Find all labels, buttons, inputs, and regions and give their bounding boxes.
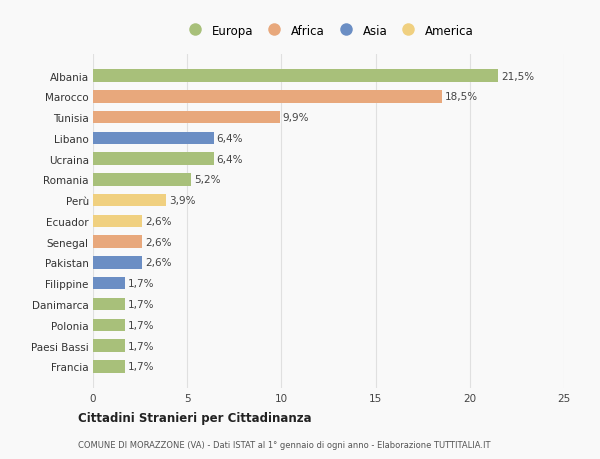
Bar	[93, 174, 191, 186]
Bar	[93, 298, 125, 311]
Text: 6,4%: 6,4%	[217, 134, 243, 144]
Bar	[93, 319, 125, 331]
Bar	[93, 257, 142, 269]
Bar	[93, 236, 142, 248]
Bar	[93, 277, 125, 290]
Text: 2,6%: 2,6%	[145, 258, 172, 268]
Text: 1,7%: 1,7%	[128, 299, 154, 309]
Bar	[93, 153, 214, 166]
Text: 21,5%: 21,5%	[501, 72, 534, 81]
Bar	[93, 70, 498, 83]
Text: Cittadini Stranieri per Cittadinanza: Cittadini Stranieri per Cittadinanza	[78, 412, 311, 425]
Bar	[93, 91, 442, 103]
Text: 1,7%: 1,7%	[128, 341, 154, 351]
Legend: Europa, Africa, Asia, America: Europa, Africa, Asia, America	[180, 21, 477, 41]
Bar	[93, 195, 166, 207]
Text: 1,7%: 1,7%	[128, 279, 154, 289]
Text: 5,2%: 5,2%	[194, 175, 220, 185]
Bar	[93, 132, 214, 145]
Text: 1,7%: 1,7%	[128, 362, 154, 371]
Bar	[93, 360, 125, 373]
Text: 1,7%: 1,7%	[128, 320, 154, 330]
Text: 9,9%: 9,9%	[283, 113, 309, 123]
Bar	[93, 340, 125, 352]
Text: 18,5%: 18,5%	[445, 92, 478, 102]
Bar	[93, 215, 142, 228]
Text: 2,6%: 2,6%	[145, 217, 172, 226]
Text: 6,4%: 6,4%	[217, 154, 243, 164]
Text: COMUNE DI MORAZZONE (VA) - Dati ISTAT al 1° gennaio di ogni anno - Elaborazione : COMUNE DI MORAZZONE (VA) - Dati ISTAT al…	[78, 440, 491, 449]
Bar	[93, 112, 280, 124]
Text: 2,6%: 2,6%	[145, 237, 172, 247]
Text: 3,9%: 3,9%	[169, 196, 196, 206]
